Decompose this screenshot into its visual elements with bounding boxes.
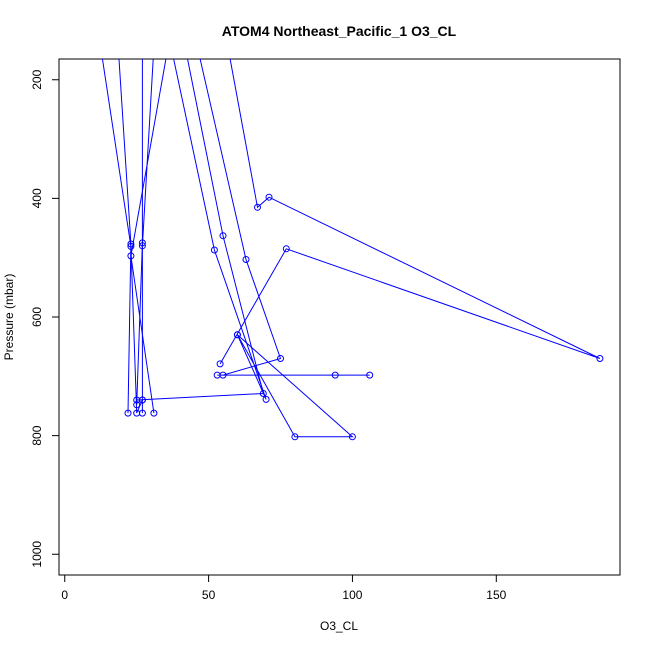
y-tick-label: 400 — [30, 188, 44, 208]
series-line — [118, 59, 132, 414]
y-tick-label: 600 — [30, 307, 44, 327]
series-7 — [133, 17, 267, 404]
series-line — [141, 59, 154, 414]
y-tick-label: 200 — [30, 69, 44, 89]
data-point — [366, 371, 374, 379]
series-line — [219, 59, 601, 365]
data-point — [127, 242, 135, 250]
data-point — [139, 17, 145, 23]
data-point — [96, 35, 102, 41]
x-axis-label: O3_CL — [320, 619, 358, 633]
data-point — [138, 396, 146, 404]
y-tick-label: 800 — [30, 425, 44, 445]
series-line — [136, 59, 143, 405]
data-point — [233, 331, 241, 339]
data-point — [177, 17, 183, 23]
series-5 — [127, 59, 167, 417]
data-point — [277, 355, 284, 362]
data-point — [188, 17, 194, 23]
y-axis: 200 400 600 800 1000 — [30, 69, 60, 568]
series-4 — [138, 59, 154, 417]
series-9 — [216, 59, 604, 368]
data-point — [138, 242, 146, 250]
series-line — [101, 59, 143, 414]
data-point — [282, 245, 290, 253]
x-tick-label: 0 — [61, 588, 68, 602]
data-point — [331, 371, 339, 379]
x-axis: 0 50 100 150 — [61, 574, 507, 602]
y-axis-label: Pressure (mbar) — [2, 274, 16, 361]
data-point — [242, 256, 250, 263]
series-line — [136, 59, 264, 401]
series-layer — [96, 17, 604, 441]
data-point — [291, 433, 299, 441]
data-point — [219, 232, 227, 240]
data-point — [265, 193, 273, 201]
data-point — [150, 409, 158, 417]
data-point — [213, 371, 221, 379]
x-tick-label: 150 — [486, 588, 506, 602]
plot-frame — [58, 58, 621, 576]
x-tick-label: 100 — [342, 588, 362, 602]
x-tick-label: 50 — [202, 588, 216, 602]
chart-title: ATOM4 Northeast_Pacific_1 O3_CL — [222, 23, 457, 39]
series-line — [130, 59, 167, 414]
data-point — [124, 409, 132, 417]
data-point — [259, 390, 267, 397]
data-point — [138, 409, 146, 417]
data-point — [262, 395, 270, 403]
data-point — [127, 252, 135, 260]
data-point — [162, 17, 168, 23]
data-point — [210, 246, 218, 254]
data-point — [596, 355, 604, 362]
data-point — [114, 17, 120, 23]
data-point — [216, 360, 224, 368]
data-point — [254, 203, 261, 211]
series-2 — [133, 17, 146, 409]
data-point — [348, 433, 356, 441]
series-1 — [114, 17, 135, 417]
series-8 — [188, 17, 374, 379]
y-tick-label: 1000 — [30, 541, 44, 568]
series-line — [199, 59, 370, 376]
